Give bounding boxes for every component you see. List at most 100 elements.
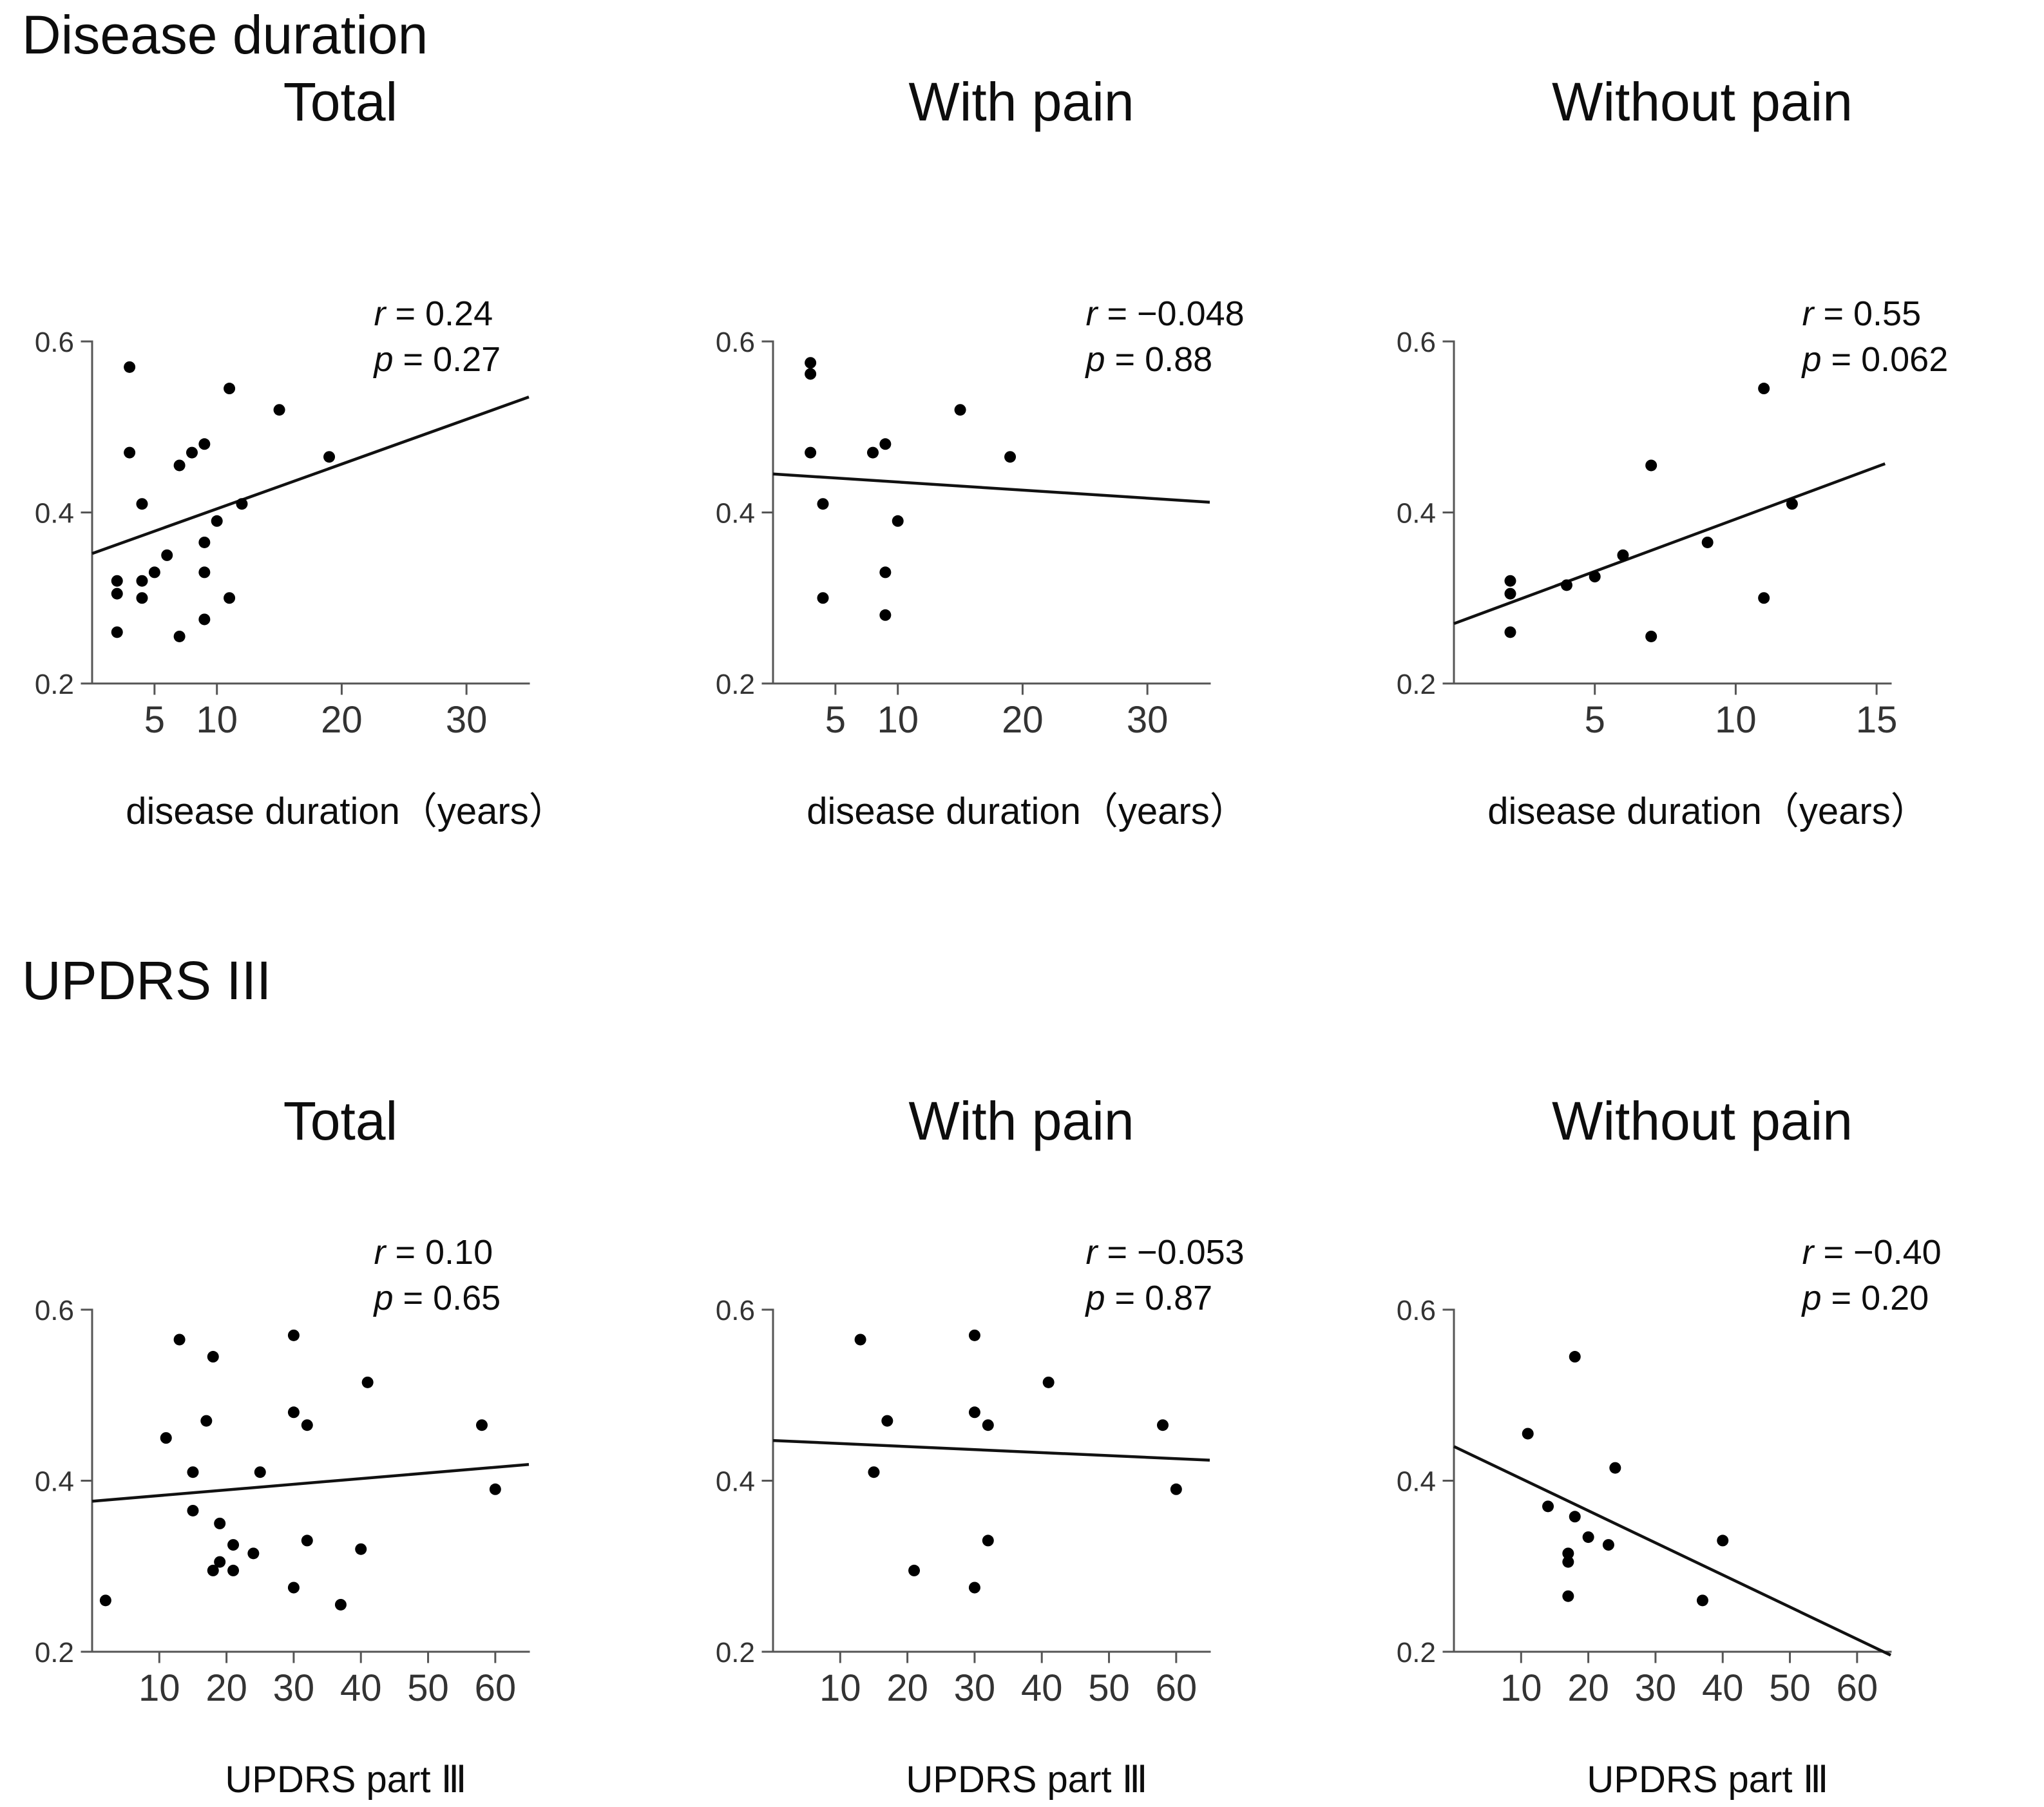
data-point	[287, 1406, 300, 1419]
data-point	[1645, 459, 1657, 472]
data-point	[135, 575, 148, 587]
data-point	[235, 497, 247, 510]
data-point	[1582, 1531, 1594, 1544]
data-point	[982, 1419, 994, 1431]
data-point	[361, 1376, 374, 1388]
disease-duration-row: Total r = 0.24 p = 0.27 0.2 0.4 0.6 5 10 20 30 d…	[0, 63, 2044, 837]
y-tick-label: 0.4	[1396, 497, 1435, 529]
chart-container: r = 0.10 p = 0.65 0.2 0.4 0.6 10 20 30 40 50 60 UP…	[19, 1226, 663, 1806]
data-point	[1504, 626, 1516, 638]
data-point	[1757, 382, 1770, 394]
data-point	[804, 446, 816, 459]
column-title: Total	[283, 1090, 398, 1151]
data-point	[1562, 1590, 1574, 1602]
x-tick-label: 5	[1584, 699, 1605, 741]
column-title: With pain	[908, 1090, 1134, 1151]
regression-line	[772, 472, 1210, 504]
data-point	[247, 1547, 259, 1560]
x-tick-label: 40	[1020, 1667, 1062, 1709]
data-point	[213, 1518, 225, 1530]
correlation-stats: r = −0.053 p = 0.87	[1086, 1230, 1245, 1322]
y-tick-label: 0.2	[34, 669, 73, 700]
column-title: With pain	[908, 72, 1134, 133]
x-tick-label: 10	[877, 699, 919, 741]
y-tick-label: 0.2	[715, 669, 754, 700]
data-point	[866, 446, 879, 459]
r-symbol: r	[374, 1233, 386, 1272]
column-title: Without pain	[1552, 72, 1853, 133]
x-tick-label: 30	[1126, 699, 1168, 741]
x-tick-label: 30	[272, 1667, 314, 1709]
data-point	[173, 1334, 186, 1346]
data-point	[968, 1582, 980, 1594]
data-point	[816, 591, 828, 604]
x-tick-label: 5	[144, 699, 164, 741]
data-point	[968, 1329, 980, 1341]
scatter-plot-disease-duration-total: 0.2 0.4 0.6 5 10 20 30 disease duration（years）	[34, 327, 566, 832]
r-symbol: r	[1802, 1233, 1814, 1272]
data-point	[186, 446, 198, 459]
correlation-stats: r = −0.40 p = 0.20	[1802, 1230, 1942, 1322]
r-value: = −0.048	[1097, 294, 1245, 333]
data-point	[123, 361, 135, 373]
y-tick-label: 0.4	[34, 1466, 73, 1498]
data-point	[99, 1594, 111, 1607]
regression-line	[1453, 462, 1886, 625]
x-tick-label: 10	[138, 1667, 180, 1709]
x-tick-label: 10	[196, 699, 238, 741]
data-point	[489, 1483, 501, 1495]
data-point	[301, 1419, 313, 1431]
x-tick-label: 40	[339, 1667, 381, 1709]
data-point	[1562, 1547, 1574, 1560]
data-point	[186, 1466, 198, 1478]
data-point	[301, 1535, 313, 1547]
x-tick-label: 10	[819, 1667, 861, 1709]
column-title: Without pain	[1552, 1090, 1853, 1151]
data-point	[968, 1406, 980, 1419]
chart-container: r = −0.053 p = 0.87 0.2 0.4 0.6 10 20 30 40 50 60…	[700, 1226, 1344, 1806]
data-point	[287, 1582, 300, 1594]
data-point	[1156, 1419, 1169, 1431]
x-tick-label: 30	[953, 1667, 995, 1709]
data-point	[1542, 1500, 1554, 1513]
regression-line	[91, 395, 530, 555]
p-symbol: p	[374, 1279, 394, 1318]
x-tick-label: 30	[445, 699, 487, 741]
panel-disease-duration-total: Total r = 0.24 p = 0.27 0.2 0.4 0.6 5 10 20 30 d…	[0, 63, 681, 837]
panel-updrs-without-pain: Without pain r = −0.40 p = 0.20 0.2 0.4 0.6…	[1362, 1009, 2043, 1806]
p-value: = 0.20	[1821, 1279, 1929, 1318]
x-tick-label: 5	[825, 699, 845, 741]
chart-container: r = 0.24 p = 0.27 0.2 0.4 0.6 5 10 20 30 disease…	[19, 258, 663, 837]
data-point	[287, 1329, 300, 1341]
p-symbol: p	[1802, 1279, 1822, 1318]
updrs-iii-row: Total r = 0.10 p = 0.65 0.2 0.4 0.6 10 20 30 40…	[0, 1009, 2044, 1806]
data-point	[354, 1543, 367, 1555]
data-point	[160, 549, 173, 561]
x-axis-label: UPDRS part Ⅲ	[225, 1759, 466, 1801]
r-value: = 0.10	[385, 1233, 493, 1272]
data-point	[1696, 1594, 1708, 1607]
correlation-stats: r = 0.10 p = 0.65	[374, 1230, 501, 1322]
y-tick-label: 0.4	[715, 497, 754, 529]
data-point	[223, 382, 235, 394]
correlation-stats: r = 0.55 p = 0.062	[1802, 291, 1949, 383]
data-point	[198, 437, 210, 450]
data-point	[227, 1539, 239, 1551]
data-point	[211, 515, 223, 527]
data-point	[111, 588, 123, 600]
data-point	[186, 1505, 198, 1517]
data-point	[1616, 549, 1629, 561]
x-tick-label: 20	[1567, 1667, 1609, 1709]
r-value: = −0.053	[1097, 1233, 1245, 1272]
regression-line	[91, 1463, 529, 1503]
x-tick-label: 50	[407, 1667, 449, 1709]
chart-container: r = 0.55 p = 0.062 0.2 0.4 0.6 5 10 15 disease …	[1380, 258, 2025, 837]
data-point	[173, 459, 186, 472]
x-tick-label: 20	[886, 1667, 928, 1709]
y-tick-label: 0.2	[715, 1637, 754, 1668]
disease-duration-section: Disease duration Total r = 0.24 p = 0.27 …	[0, 6, 2044, 837]
data-point	[198, 566, 210, 578]
panel-updrs-with-pain: With pain r = −0.053 p = 0.87 0.2 0.4 0.6 10…	[681, 1009, 1362, 1806]
data-point	[1569, 1511, 1581, 1523]
x-tick-label: 50	[1088, 1667, 1130, 1709]
